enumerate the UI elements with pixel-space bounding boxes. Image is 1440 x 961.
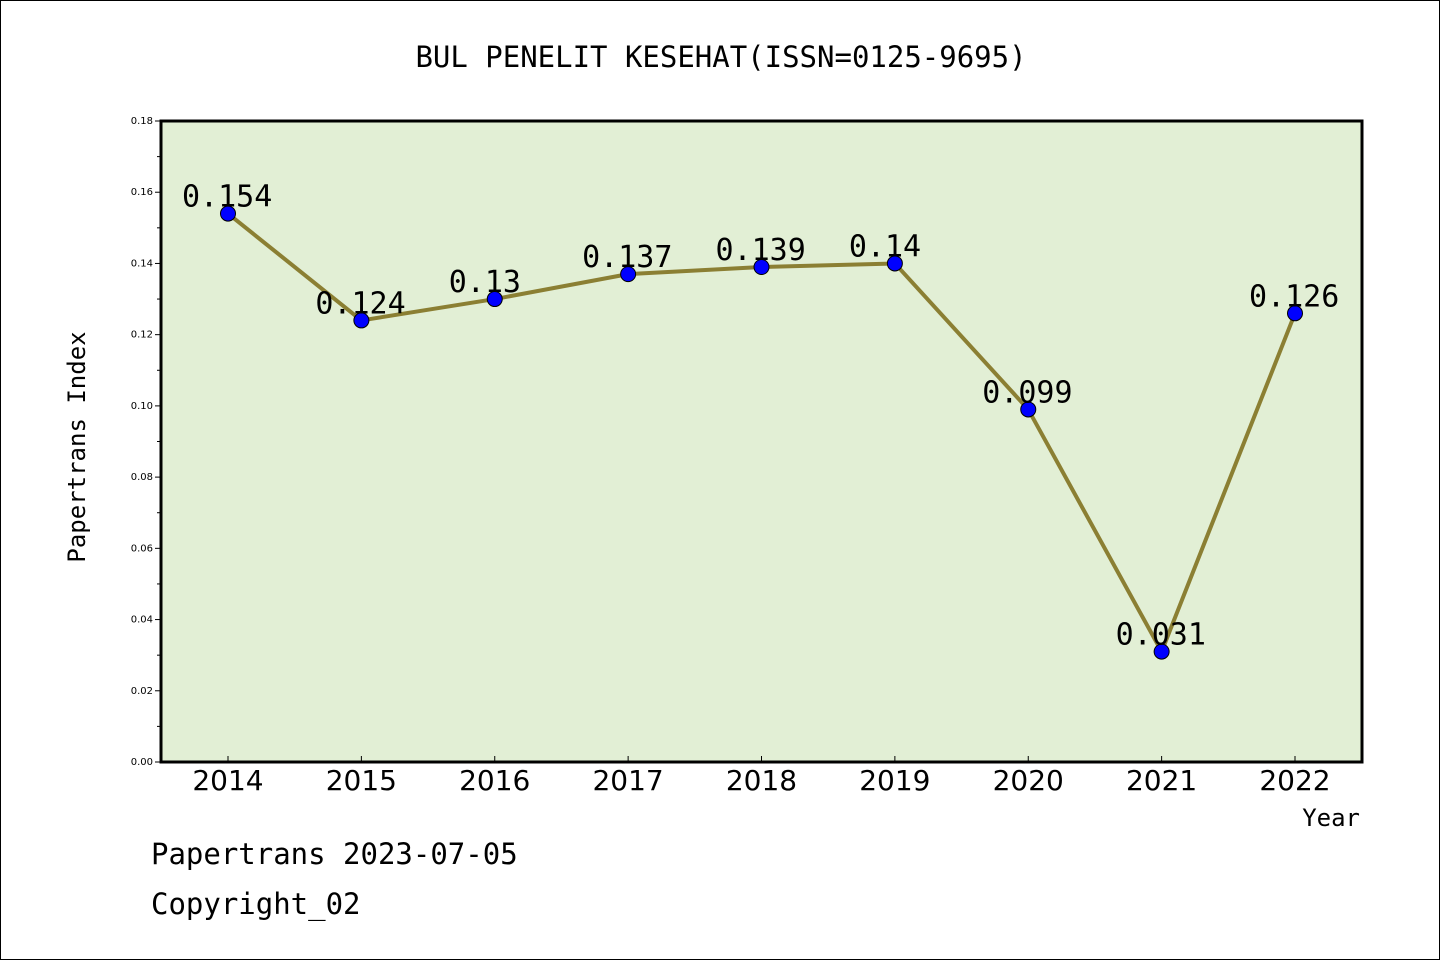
data-point — [886, 255, 903, 272]
data-label: 0.14 — [849, 229, 921, 264]
y-tick-label: 0.18 — [131, 116, 153, 127]
y-tick-label: 0.04 — [131, 615, 153, 626]
x-tick-label: 2019 — [859, 764, 930, 797]
y-tick-label: 0.14 — [131, 258, 153, 269]
x-tick-label: 2020 — [993, 764, 1064, 797]
data-point — [1153, 643, 1170, 660]
plot-border — [159, 119, 1364, 764]
data-label: 0.124 — [315, 286, 405, 321]
footer-date: Papertrans 2023-07-05 — [151, 837, 518, 871]
data-point — [753, 259, 770, 276]
data-point — [353, 312, 370, 329]
x-tick-label: 2014 — [192, 764, 263, 797]
x-tick-label: 2018 — [726, 764, 797, 797]
plot-area — [161, 121, 1362, 762]
x-tick-label: 2015 — [326, 764, 397, 797]
y-tick-label: 0.12 — [131, 330, 153, 341]
y-tick-label: 0.16 — [131, 187, 153, 198]
y-axis: 0.00 0.02 0.04 0.06 0.08 0.10 0.12 0.14 0.16 0.18 — [131, 116, 161, 768]
x-tick-label: 2016 — [459, 764, 530, 797]
data-point — [620, 266, 637, 283]
data-label: 0.13 — [449, 265, 521, 300]
data-label: 0.139 — [716, 233, 806, 268]
data-label: 0.137 — [582, 240, 672, 275]
x-tick-label: 2017 — [592, 764, 663, 797]
data-point — [486, 291, 503, 308]
data-label: 0.099 — [982, 375, 1072, 410]
footer-copyright: Copyright_02 — [151, 887, 361, 921]
data-point — [1287, 305, 1303, 322]
chart-title: BUL PENELIT KESEHAT(ISSN=0125-9695) — [415, 40, 1026, 74]
y-tick-label: 0.06 — [131, 543, 153, 554]
y-tick-label: 0.08 — [131, 472, 153, 483]
data-label: 0.126 — [1249, 279, 1339, 314]
x-axis-label: Year — [1302, 804, 1360, 832]
x-tick-label: 2021 — [1126, 764, 1197, 797]
y-axis-label: Papertrans Index — [63, 331, 91, 562]
x-axis: 2014 2015 2016 2017 2018 2019 2020 2021 2022 — [192, 756, 1331, 797]
data-label: 0.154 — [182, 180, 272, 215]
series: 0.154 0.124 0.13 0.137 0.139 0.14 0.099 0.031 0.… — [182, 180, 1339, 660]
data-point — [220, 205, 236, 222]
y-tick-label: 0.10 — [131, 401, 153, 412]
y-tick-label: 0.02 — [131, 686, 153, 697]
data-label: 0.031 — [1116, 618, 1206, 653]
data-point — [1020, 401, 1037, 418]
y-tick-label: 0.00 — [131, 757, 153, 768]
x-tick-label: 2022 — [1259, 764, 1330, 797]
